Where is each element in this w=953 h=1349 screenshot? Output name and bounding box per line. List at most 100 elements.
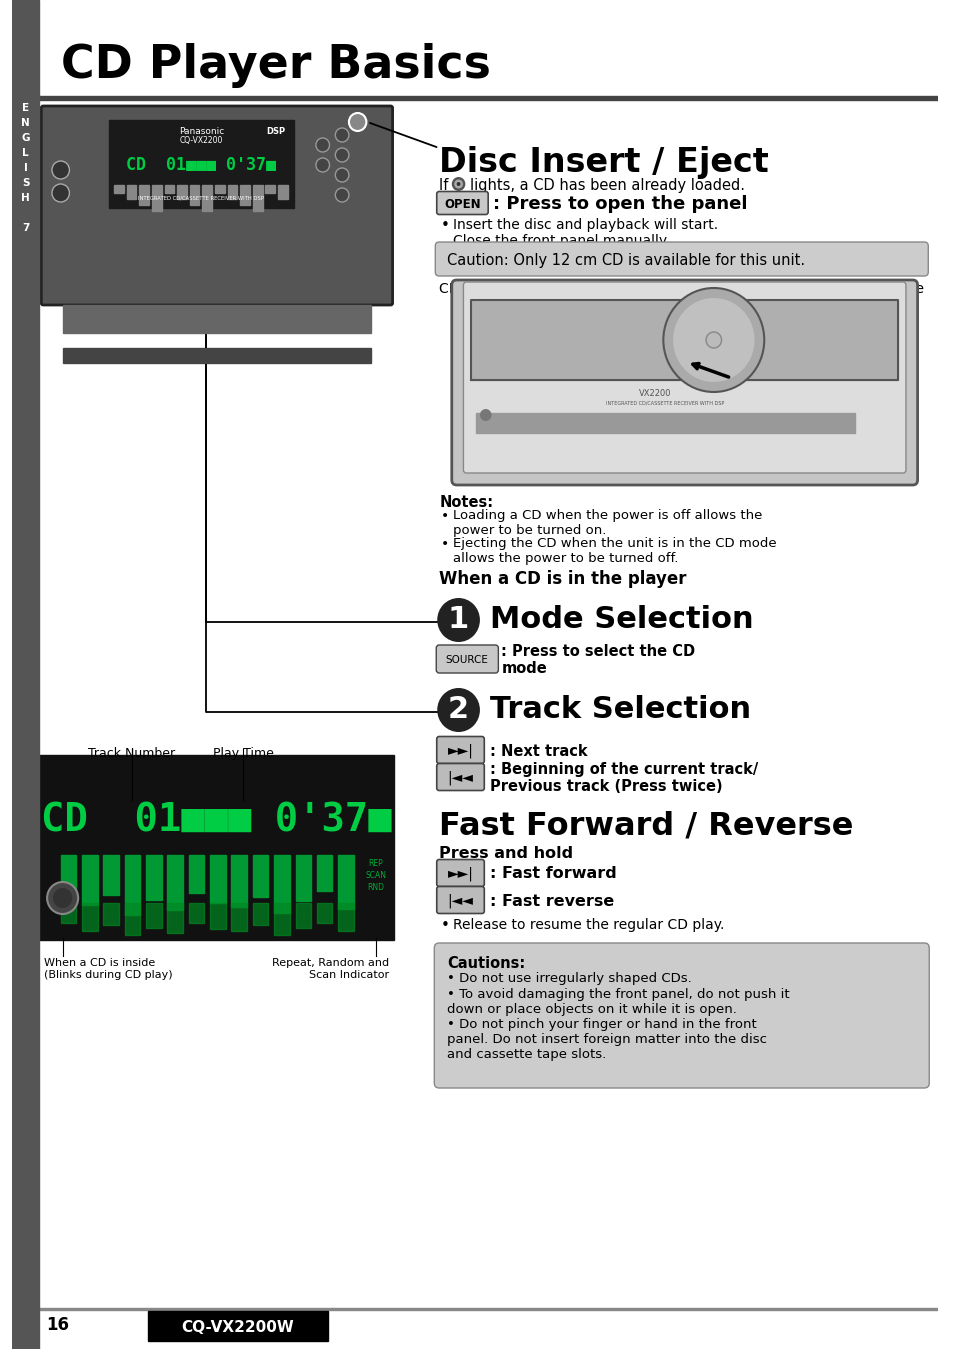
Bar (253, 855, 268, 897)
Bar (146, 902, 161, 928)
Bar (189, 855, 204, 893)
Bar (12, 0, 39, 1349)
Bar (202, 185, 212, 210)
Text: SCAN: SCAN (365, 870, 386, 880)
Bar (253, 185, 262, 210)
Bar (228, 185, 237, 200)
Text: Insert the disc and playback will start.
Close the front panel manually.: Insert the disc and playback will start.… (453, 219, 717, 248)
Text: |◄◄: |◄◄ (447, 770, 473, 785)
Bar (125, 855, 140, 915)
Bar (61, 855, 76, 890)
Bar (232, 855, 247, 907)
Bar (277, 185, 288, 200)
Text: N: N (21, 117, 30, 128)
Circle shape (335, 148, 349, 162)
Text: RND: RND (367, 882, 384, 892)
Text: ►►|: ►►| (447, 743, 473, 758)
Bar (63, 348, 371, 363)
Text: SOURCE: SOURCE (445, 656, 488, 665)
Text: Track Number: Track Number (88, 747, 175, 759)
Bar (274, 855, 290, 913)
Text: 16: 16 (46, 1317, 69, 1334)
Text: • Do not use irregularly shaped CDs.: • Do not use irregularly shaped CDs. (446, 973, 691, 985)
Text: OPEN: OPEN (444, 197, 480, 210)
Text: lights, a CD has been already loaded.: lights, a CD has been already loaded. (470, 178, 744, 193)
Bar (177, 185, 187, 200)
Bar (146, 855, 161, 900)
FancyBboxPatch shape (436, 645, 497, 673)
Text: If: If (438, 178, 453, 193)
Text: Ejecting the CD when the unit is in the CD mode
allows the power to be turned of: Ejecting the CD when the unit is in the … (453, 537, 776, 565)
FancyBboxPatch shape (436, 737, 484, 764)
Bar (39, 96, 937, 100)
Text: : Press to open the panel: : Press to open the panel (492, 196, 746, 213)
Circle shape (456, 182, 460, 186)
Circle shape (454, 179, 462, 189)
Bar (316, 902, 332, 923)
Text: ►►|: ►►| (447, 867, 473, 881)
FancyBboxPatch shape (463, 282, 905, 473)
Bar (476, 413, 854, 433)
Text: REP: REP (368, 858, 383, 867)
Bar (39, 1309, 937, 1310)
Bar (210, 855, 226, 902)
Bar (152, 185, 161, 210)
Text: : Beginning of the current track/
Previous track (Press twice): : Beginning of the current track/ Previo… (489, 762, 757, 795)
Text: 1: 1 (448, 606, 469, 634)
Text: •: • (440, 219, 450, 233)
Text: •: • (440, 509, 449, 523)
Text: CQ-VX2200: CQ-VX2200 (179, 136, 223, 146)
Bar (338, 902, 354, 931)
Bar (82, 902, 97, 931)
Bar (253, 902, 268, 925)
Circle shape (672, 298, 754, 382)
Bar (139, 185, 149, 205)
Circle shape (51, 183, 70, 202)
Text: I: I (24, 163, 28, 173)
Text: : Press to select the CD
mode: : Press to select the CD mode (500, 643, 695, 676)
Circle shape (335, 169, 349, 182)
Text: DSP: DSP (267, 128, 286, 136)
Bar (168, 902, 183, 934)
Bar (61, 902, 76, 923)
Text: INTEGRATED CD/CASSETTE RECEIVER WITH DSP: INTEGRATED CD/CASSETTE RECEIVER WITH DSP (138, 196, 264, 201)
Circle shape (335, 128, 349, 142)
Text: Fast Forward / Reverse: Fast Forward / Reverse (438, 809, 853, 840)
Bar (210, 902, 226, 929)
Text: Track Selection: Track Selection (489, 695, 750, 724)
Text: INTEGRATED CD/CASSETTE RECEIVER WITH DSP: INTEGRATED CD/CASSETTE RECEIVER WITH DSP (605, 401, 723, 406)
Text: Panasonic: Panasonic (178, 128, 224, 136)
Circle shape (47, 882, 78, 915)
FancyBboxPatch shape (435, 241, 927, 277)
Text: Label Side: Label Side (851, 282, 923, 295)
Text: H: H (21, 193, 30, 202)
Text: CD  01■■■ 0'37■: CD 01■■■ 0'37■ (41, 801, 392, 839)
Text: L: L (23, 148, 29, 158)
FancyBboxPatch shape (436, 859, 484, 886)
Text: •: • (440, 537, 449, 550)
Text: |◄◄: |◄◄ (447, 894, 473, 908)
Text: CD Player Basics: CD Player Basics (61, 43, 490, 88)
FancyBboxPatch shape (436, 886, 484, 913)
Bar (127, 185, 136, 200)
Text: Release to resume the regular CD play.: Release to resume the regular CD play. (453, 919, 723, 932)
Bar (316, 855, 332, 890)
Text: VX2200: VX2200 (639, 389, 671, 398)
Text: : Fast forward: : Fast forward (489, 866, 616, 881)
Circle shape (52, 888, 72, 908)
Text: CD ▲ (Eject) Button: CD ▲ (Eject) Button (438, 282, 575, 295)
Circle shape (335, 188, 349, 202)
Bar (125, 902, 140, 935)
Circle shape (479, 409, 491, 421)
Bar (148, 1311, 327, 1341)
Bar (39, 755, 394, 940)
Bar (114, 185, 124, 193)
Text: S: S (22, 178, 30, 188)
Text: • To avoid damaging the front panel, do not push it
down or place objects on it : • To avoid damaging the front panel, do … (446, 987, 789, 1016)
Bar (190, 185, 199, 205)
FancyBboxPatch shape (452, 281, 917, 486)
Text: 7: 7 (22, 223, 30, 233)
Text: Loading a CD when the power is off allows the
power to be turned on.: Loading a CD when the power is off allow… (453, 509, 761, 537)
Text: When a CD is inside
(Blinks during CD play): When a CD is inside (Blinks during CD pl… (44, 958, 172, 979)
Circle shape (51, 161, 70, 179)
